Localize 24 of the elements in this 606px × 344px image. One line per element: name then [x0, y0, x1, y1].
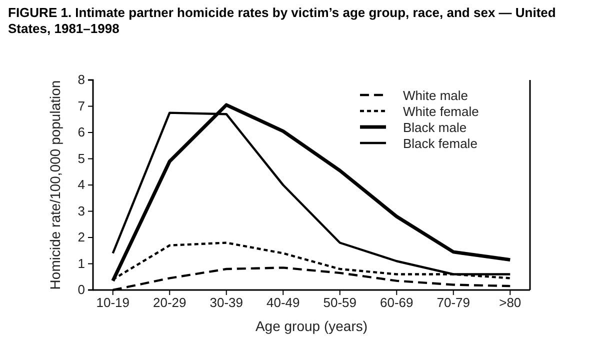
- y-tick-label: 0: [78, 282, 85, 298]
- y-tick-label: 1: [78, 256, 85, 271]
- x-tick-label: 50-59: [323, 295, 356, 310]
- x-tick-label: 20-29: [152, 295, 186, 310]
- y-tick-label: 8: [78, 72, 85, 88]
- y-tick-label: 2: [78, 230, 85, 245]
- legend-label: Black female: [403, 136, 478, 151]
- x-axis-title: Age group (years): [255, 318, 368, 334]
- x-tick-label: 10-19: [96, 295, 130, 310]
- y-tick-label: 5: [78, 150, 85, 166]
- y-tick-label: 7: [78, 98, 85, 114]
- legend-label: White male: [403, 88, 468, 103]
- x-tick-label: >80: [499, 295, 522, 310]
- x-tick-label: 40-49: [266, 295, 300, 310]
- y-axis-title: Homicide rate/100,000 population: [47, 80, 63, 290]
- y-tick-label: 6: [78, 124, 85, 140]
- x-tick-label: 70-79: [436, 295, 470, 310]
- x-tick-label: 60-69: [380, 295, 414, 310]
- legend-label: White female: [403, 104, 479, 119]
- y-tick-label: 3: [78, 203, 85, 218]
- legend-label: Black male: [403, 120, 467, 135]
- y-tick-label: 4: [78, 177, 85, 192]
- x-tick-label: 30-39: [210, 295, 243, 310]
- chart-title: FIGURE 1. Intimate partner homicide rates by victim’s age group, race, and sex — United States, 1981–1998: [8, 5, 556, 36]
